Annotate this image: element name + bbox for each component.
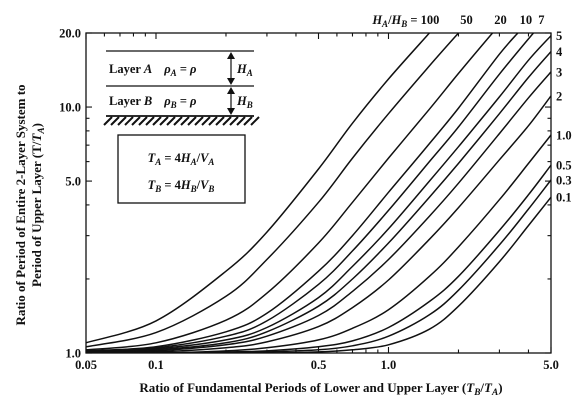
curve-label: 3 <box>556 65 562 79</box>
hatch-stroke <box>124 116 134 126</box>
curve-ha-hb-2 <box>86 95 551 353</box>
hatch-stroke <box>110 116 120 126</box>
curve-label: 0.1 <box>556 191 572 205</box>
hatch-stroke <box>236 116 246 126</box>
curve-label: 4 <box>556 45 563 59</box>
thickness-b-label: HB​ <box>236 94 253 110</box>
curve-label: 2 <box>556 89 562 103</box>
y-tick-label: 10.0 <box>59 101 81 115</box>
thickness-a-label: HA​ <box>236 62 253 78</box>
x-tick-label: 0.5 <box>311 358 327 372</box>
hatch-stroke <box>145 116 155 126</box>
curve-label: 0.5 <box>556 159 572 173</box>
curve-ha-hb-0.5 <box>86 164 551 353</box>
curve-ha-hb-20 <box>86 33 494 351</box>
curve-labels: 5 4 3 2 1.0 0.50.3 0.1 HA​/HB​ = 100 50 20 10 7 <box>371 13 571 205</box>
hatch-stroke <box>201 116 211 126</box>
hatch-stroke <box>117 116 127 126</box>
hatch-stroke <box>138 116 148 126</box>
arrowhead-icon <box>227 78 235 85</box>
y-tick-label: 1.0 <box>65 347 81 361</box>
curve-label: 7 <box>538 13 544 27</box>
x-tick-label: 5.0 <box>543 358 559 372</box>
svg-text:Ratio of Period of Entire 2-La: Ratio of Period of Entire 2-Layer System… <box>13 84 28 325</box>
curve-ha-hb-3 <box>86 71 551 353</box>
hatch-stroke <box>180 116 190 126</box>
curve-ha-hb-10 <box>86 33 519 352</box>
x-tick-label: 0.05 <box>75 358 97 372</box>
y-tick-label: 5.0 <box>65 175 81 189</box>
hatch-stroke <box>187 116 197 126</box>
hatch-stroke <box>243 116 253 126</box>
hatch-stroke <box>229 116 239 126</box>
hatch-stroke <box>166 116 176 126</box>
hatch-stroke <box>173 116 183 126</box>
curve-label: 50 <box>460 13 473 27</box>
hatch-stroke <box>208 116 218 126</box>
x-axis-title: Ratio of Fundamental Periods of Lower an… <box>139 380 502 398</box>
x-tick-label: 0.1 <box>148 358 164 372</box>
arrowhead-icon <box>227 108 235 115</box>
arrowhead-icon <box>227 87 235 94</box>
hatch-stroke <box>222 116 232 126</box>
hatch-stroke <box>103 116 113 126</box>
axis-ticks: 0.05 0.1 0.5 1.0 5.0 1.0 5.0 10.0 20.0 <box>59 27 559 373</box>
curve-ha-hb-4 <box>86 51 551 353</box>
formula-ta: TA​ = 4HA​/VA​ <box>148 151 215 167</box>
curve-ha-hb-50 <box>86 33 460 348</box>
curves <box>86 33 551 353</box>
hatch-stroke <box>250 116 260 126</box>
hatch-stroke <box>152 116 162 126</box>
y-tick-label: 20.0 <box>59 27 81 41</box>
curve-label: 0.3 <box>556 174 572 188</box>
hatch-stroke <box>215 116 225 126</box>
formula-box <box>117 134 246 204</box>
bedrock-hatch <box>103 116 260 126</box>
curve-label: 5 <box>556 29 562 43</box>
svg-text:Period of Upper Layer (T/TA​): Period of Upper Layer (T/TA​) <box>29 123 47 287</box>
curve-ha-hb-0.3 <box>86 179 551 353</box>
x-tick-label: 1.0 <box>381 358 397 372</box>
hatch-stroke <box>131 116 141 126</box>
formula-tb: TB​ = 4HB​/VB​ <box>148 178 215 194</box>
curve-label: 20 <box>494 13 507 27</box>
arrowhead-icon <box>227 52 235 59</box>
curve-label: 10 <box>520 13 533 27</box>
hatch-stroke <box>194 116 204 126</box>
curve-label: HA​/HB​ = 100 <box>371 13 439 29</box>
curve-ha-hb-100 <box>86 33 430 344</box>
y-axis-title: Ratio of Period of Entire 2-Layer System… <box>13 84 47 325</box>
curve-ha-hb-5 <box>86 35 551 353</box>
layer-diagram-inset: Layer AρA = ρ Layer BρB = ρ HA​ HB​ TA​ … <box>103 50 260 204</box>
curve-ha-hb-0.1 <box>86 196 551 353</box>
curve-label: 1.0 <box>556 128 572 142</box>
curve-ha-hb-7 <box>86 33 534 353</box>
hatch-stroke <box>159 116 169 126</box>
